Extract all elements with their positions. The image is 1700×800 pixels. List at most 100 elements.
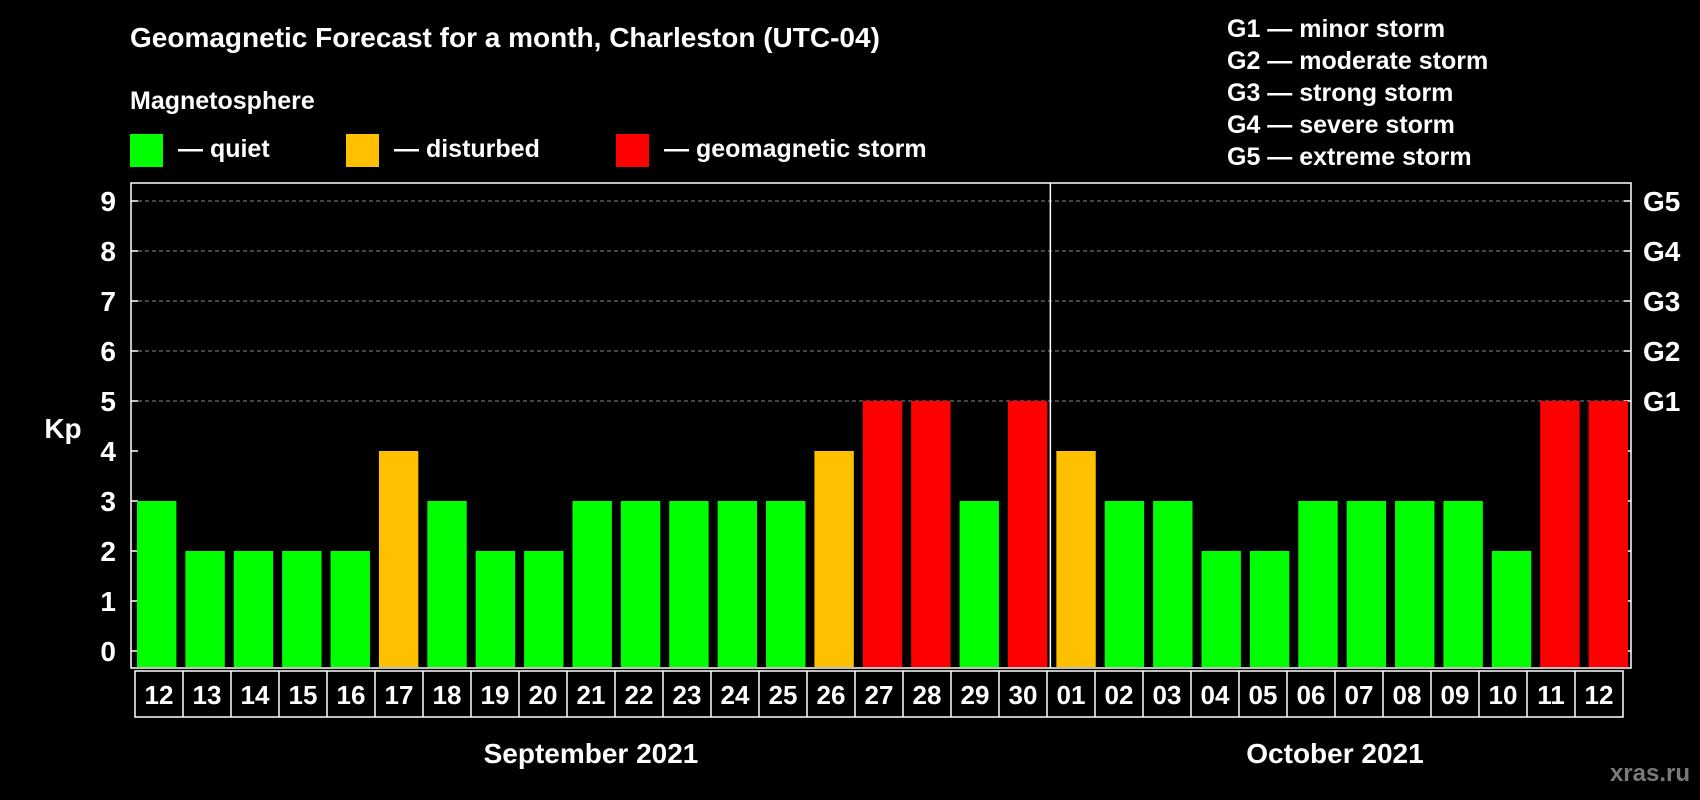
x-tick-label: 05 [1249,680,1278,710]
x-tick-label: 08 [1393,680,1422,710]
y-tick-label: 0 [100,636,116,667]
bar-14 [814,451,854,667]
y-tick-label: 6 [100,336,116,367]
bar-1 [185,551,225,667]
x-tick-label: 21 [577,680,606,710]
x-tick-label: 12 [145,680,174,710]
x-tick-label: 12 [1585,680,1614,710]
bar-27 [1443,501,1483,667]
bar-17 [959,501,999,667]
storm-scale-item: G2 — moderate storm [1227,47,1488,75]
legend-heading: Magnetosphere [130,87,315,115]
x-tick-label: 28 [913,680,942,710]
x-tick-label: 01 [1057,680,1086,710]
bar-23 [1249,551,1290,667]
storm-scale-item: G4 — severe storm [1227,111,1455,139]
x-tick-label: 03 [1153,680,1182,710]
x-tick-label: 09 [1441,680,1470,710]
storm-scale-legend: G1 — minor storm G2 — moderate storm G3 — … [1227,15,1488,171]
watermark: xras.ru [1610,760,1690,787]
bar-10 [620,501,661,667]
x-tick-label: 23 [673,680,702,710]
y-tick-label: 4 [100,436,116,467]
bar-4 [330,551,370,667]
x-tick-label: 13 [193,680,222,710]
bar-6 [427,501,467,667]
right-tick-label: G4 [1643,236,1681,267]
y-tick-label: 5 [100,386,116,417]
bar-7 [475,551,516,667]
y-tick-label: 9 [100,186,116,217]
legend-label-quiet: — quiet [178,135,270,163]
bar-20 [1104,501,1145,667]
date-row-frame [134,670,1624,718]
bar-13 [766,501,806,667]
right-tick-label: G3 [1643,286,1680,317]
bar-21 [1153,501,1193,667]
right-tick-label: G5 [1643,186,1680,217]
bar-9 [572,501,612,667]
x-tick-label: 04 [1201,680,1230,710]
bar-12 [717,501,758,667]
x-tick-label: 17 [385,680,414,710]
bar-22 [1201,551,1241,667]
bar-8 [524,551,564,667]
right-tick-label: G1 [1643,386,1680,417]
x-tick-label: 19 [481,680,510,710]
y-tick-label: 8 [100,236,116,267]
x-tick-label: 30 [1009,680,1038,710]
month-label: October 2021 [1246,738,1423,769]
x-tick-label: 18 [433,680,462,710]
x-tick-label: 29 [961,680,990,710]
bar-2 [233,551,274,667]
bar-29 [1540,401,1580,667]
bar-15 [862,401,903,667]
x-tick-label: 11 [1537,680,1565,710]
legend-swatch-quiet [130,134,163,167]
x-tick-label: 06 [1297,680,1326,710]
bar-11 [669,501,709,667]
legend-label-disturbed: — disturbed [394,135,540,163]
y-tick-label: 3 [100,486,116,517]
bar-3 [282,551,322,667]
x-tick-label: 02 [1105,680,1134,710]
month-label: September 2021 [484,738,699,769]
bar-30 [1588,401,1628,667]
legend-label-storm: — geomagnetic storm [664,135,927,163]
x-tick-label: 25 [769,680,798,710]
right-tick-label: G2 [1643,336,1680,367]
chart-title: Geomagnetic Forecast for a month, Charle… [130,22,880,53]
y-tick-label: 2 [100,536,116,567]
x-tick-label: 26 [817,680,846,710]
bar-24 [1298,501,1338,667]
storm-scale-item: G3 — strong storm [1227,79,1453,107]
x-tick-label: 20 [529,680,558,710]
y-tick-label: 1 [100,586,116,617]
x-tick-label: 27 [865,680,894,710]
bar-0 [137,501,177,667]
plot-frame [130,182,1632,669]
x-tick-label: 16 [337,680,366,710]
x-tick-label: 22 [625,680,654,710]
legend: — quiet — disturbed — geomagnetic storm [130,134,927,167]
x-tick-label: 15 [289,680,318,710]
bar-25 [1346,501,1387,667]
x-tick-label: 07 [1345,680,1374,710]
bar-26 [1395,501,1435,667]
legend-swatch-disturbed [346,134,379,167]
bar-19 [1056,451,1096,667]
x-tick-label: 14 [241,680,270,710]
bar-5 [378,451,419,667]
y-tick-label: 7 [100,286,116,317]
x-tick-label: 10 [1489,680,1518,710]
storm-scale-item: G5 — extreme storm [1227,143,1472,171]
y-axis-label: Kp [44,413,81,444]
bar-28 [1491,551,1532,667]
x-tick-label: 24 [721,680,750,710]
legend-swatch-storm [616,134,649,167]
bar-16 [911,401,951,667]
bar-18 [1007,401,1048,667]
storm-scale-item: G1 — minor storm [1227,15,1445,43]
